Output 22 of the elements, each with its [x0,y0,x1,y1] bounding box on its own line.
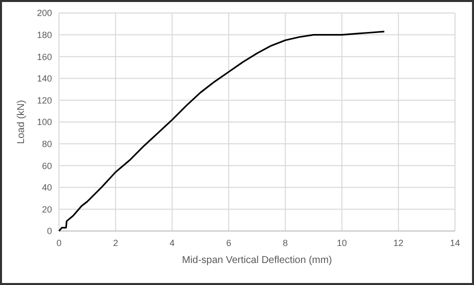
y-axis-title: Load (kN) [16,100,27,144]
x-tick-label: 12 [393,238,404,248]
y-tick-label: 20 [42,204,52,214]
y-tick-label: 140 [36,74,52,84]
x-tick-label: 0 [56,238,62,248]
x-tick-label: 14 [450,238,460,248]
x-tick-label: 4 [170,238,175,248]
y-tick-label: 200 [36,8,52,18]
y-tick-label: 120 [36,95,52,106]
y-tick-label: 0 [46,226,52,236]
y-tick-label: 40 [42,182,52,193]
y-tick-label: 180 [36,30,52,40]
x-tick-label: 10 [336,238,347,248]
y-tick-label: 80 [42,138,52,149]
y-tick-label: 100 [36,117,52,128]
x-tick-label: 8 [282,238,288,248]
line-series [58,30,386,232]
y-tick-label: 160 [36,52,52,62]
y-tick-label: 60 [42,160,52,171]
x-axis-title: Mid-span Vertical Deflection (mm) [182,255,332,266]
x-tick-label: 2 [113,238,118,248]
x-tick-label: 6 [226,238,232,248]
